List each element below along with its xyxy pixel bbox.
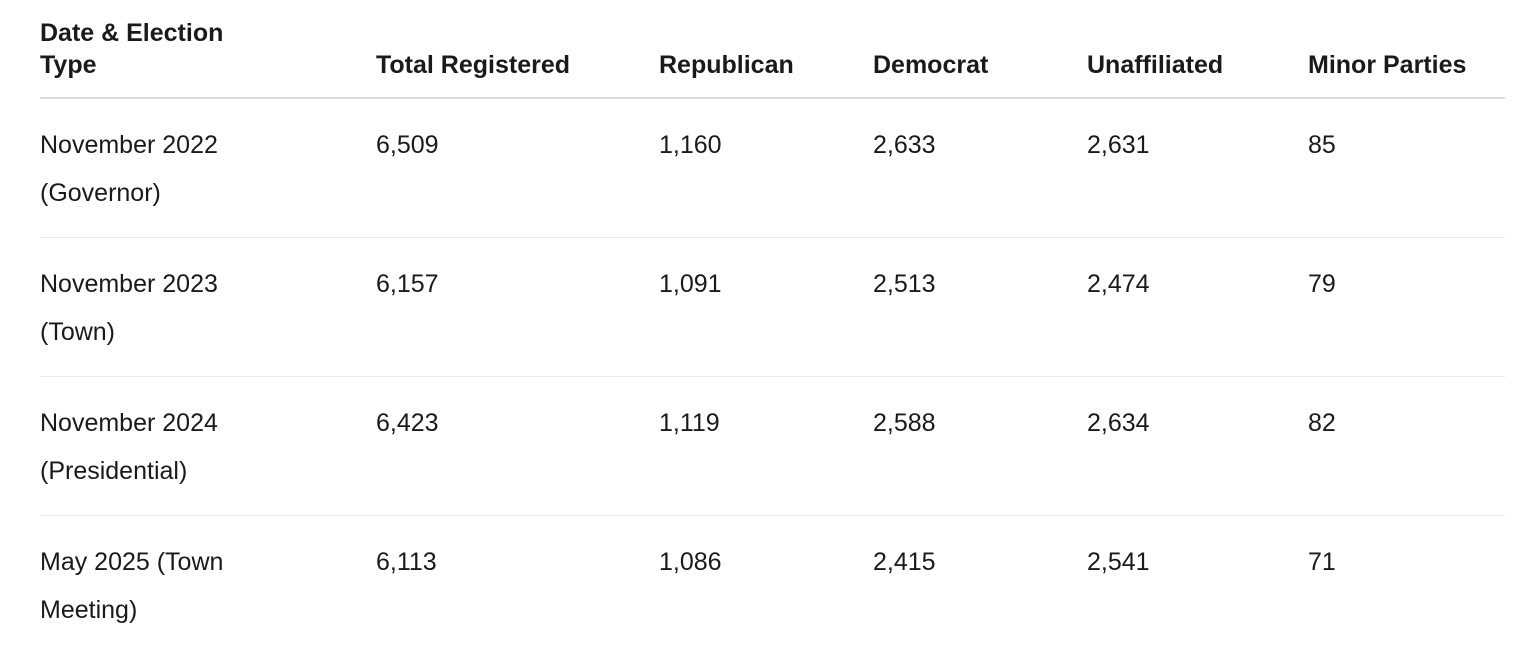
table-cell: 1,119 (659, 376, 873, 516)
table-header: Date & Election Type Total Registered Repu… (40, 0, 1505, 99)
table-cell: 2,513 (873, 237, 1087, 377)
cell-value: 82 (1308, 409, 1336, 437)
cell-value: 1,119 (659, 409, 720, 437)
table-cell: 6,423 (376, 376, 659, 516)
table-row: November 2022 (Governor) 6,509 1,160 2,633 2… (40, 98, 1505, 238)
column-header: Minor Parties (1308, 0, 1505, 99)
column-header-text: Date & Election Type (40, 19, 224, 79)
cell-value: 85 (1308, 131, 1336, 159)
table-cell: May 2025 (Town Meeting) (40, 516, 376, 655)
table-row: November 2023 (Town) 6,157 1,091 2,513 2,474… (40, 237, 1505, 377)
registration-table: Date & Election Type Total Registered Repu… (40, 0, 1505, 654)
cell-value: 2,633 (873, 131, 936, 159)
table-cell: 2,634 (1087, 376, 1308, 516)
table-cell: 6,113 (376, 516, 659, 655)
column-header-text: Democrat (873, 51, 989, 79)
table-cell: 79 (1308, 237, 1505, 377)
column-header-text: Total Registered (376, 51, 571, 79)
column-header: Democrat (873, 0, 1087, 99)
table-cell: 2,588 (873, 376, 1087, 516)
cell-value: 2,474 (1087, 270, 1150, 298)
cell-value: 2,541 (1087, 548, 1150, 576)
cell-value: 79 (1308, 270, 1336, 298)
column-header-text: Minor Parties (1308, 51, 1467, 79)
table-cell: November 2023 (Town) (40, 237, 376, 377)
table-cell: 2,541 (1087, 516, 1308, 655)
cell-value: 1,160 (659, 131, 722, 159)
election-label: November 2022 (Governor) (40, 131, 218, 207)
column-header: Unaffiliated (1087, 0, 1308, 99)
cell-value: 6,113 (376, 548, 437, 576)
table-cell: November 2024 (Presidential) (40, 376, 376, 516)
table-cell: 1,160 (659, 98, 873, 238)
table-cell: 6,509 (376, 98, 659, 238)
cell-value: 2,634 (1087, 409, 1150, 437)
column-header-text: Republican (659, 51, 794, 79)
column-header: Republican (659, 0, 873, 99)
table-cell: 2,474 (1087, 237, 1308, 377)
table-cell: 6,157 (376, 237, 659, 377)
election-label: May 2025 (Town Meeting) (40, 548, 224, 624)
table-row: May 2025 (Town Meeting) 6,113 1,086 2,415 2,… (40, 516, 1505, 655)
cell-value: 6,509 (376, 131, 439, 159)
table-cell: 2,631 (1087, 98, 1308, 238)
column-header: Total Registered (376, 0, 659, 99)
election-label: November 2023 (Town) (40, 270, 218, 346)
table-body: November 2022 (Governor) 6,509 1,160 2,633 2… (40, 98, 1505, 654)
table-cell: 2,633 (873, 98, 1087, 238)
table-cell: 71 (1308, 516, 1505, 655)
cell-value: 6,157 (376, 270, 439, 298)
cell-value: 6,423 (376, 409, 439, 437)
table-row: November 2024 (Presidential) 6,423 1,119 2,… (40, 376, 1505, 516)
cell-value: 2,631 (1087, 131, 1150, 159)
cell-value: 1,091 (659, 270, 722, 298)
table-cell: 2,415 (873, 516, 1087, 655)
table-cell: 82 (1308, 376, 1505, 516)
cell-value: 1,086 (659, 548, 722, 576)
table-cell: 1,086 (659, 516, 873, 655)
table-cell: 1,091 (659, 237, 873, 377)
election-label: November 2024 (Presidential) (40, 409, 218, 485)
cell-value: 71 (1308, 548, 1336, 576)
header-row: Date & Election Type Total Registered Repu… (40, 0, 1505, 99)
column-header: Date & Election Type (40, 0, 376, 99)
cell-value: 2,588 (873, 409, 936, 437)
column-header-text: Unaffiliated (1087, 51, 1224, 79)
cell-value: 2,513 (873, 270, 936, 298)
cell-value: 2,415 (873, 548, 936, 576)
table-cell: November 2022 (Governor) (40, 98, 376, 238)
table-cell: 85 (1308, 98, 1505, 238)
